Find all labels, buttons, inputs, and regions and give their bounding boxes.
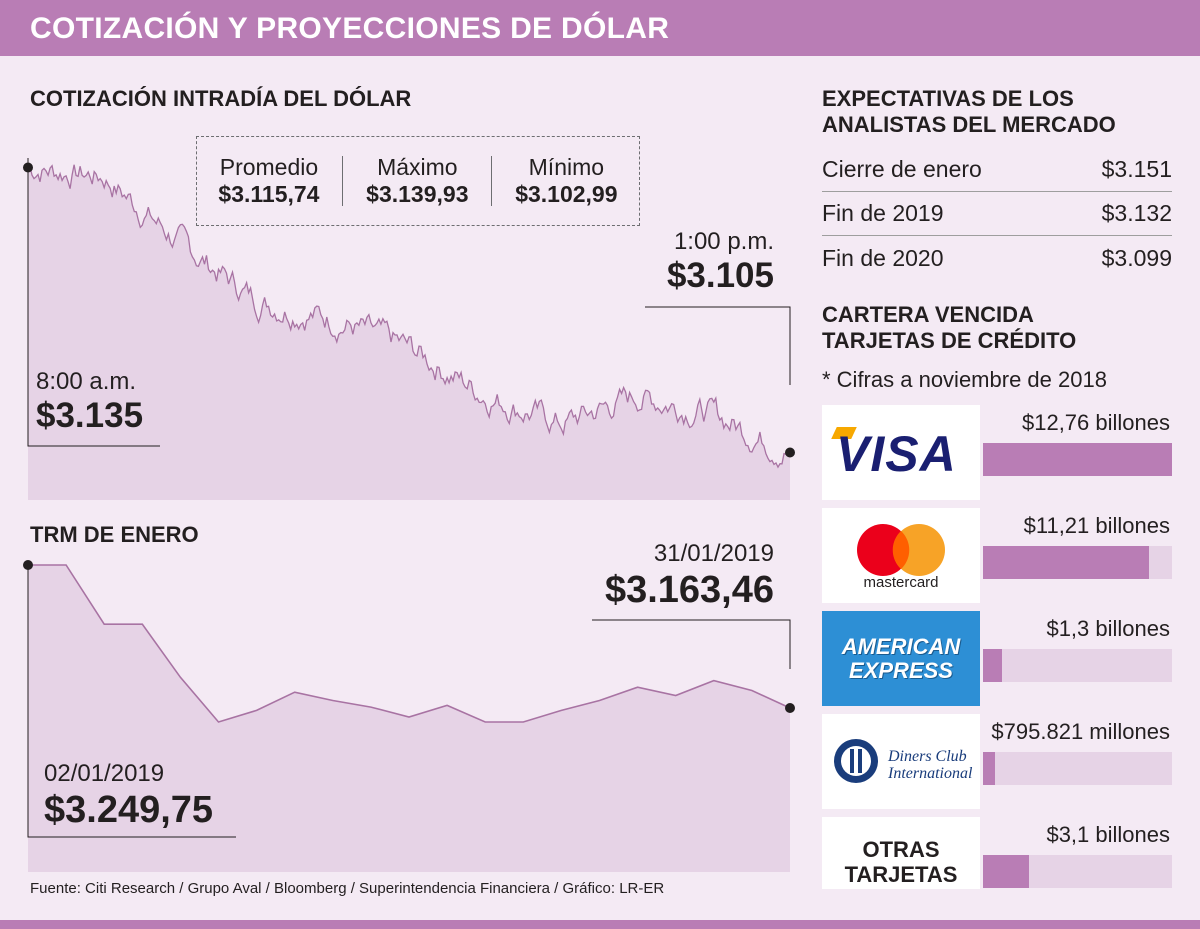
intraday-end-point [785,447,795,458]
bar-otras [983,855,1029,888]
trm-title: TRM DE ENERO [30,522,199,547]
amex-line2: EXPRESS [849,658,953,683]
stat-label: Mínimo [528,154,605,180]
stat-divider [491,156,493,206]
cartera-title-line1: CARTERA VENCIDA [822,302,1034,327]
mastercard-logo: mastercard [863,574,939,591]
stat-value: $3.139,93 [366,181,469,207]
row-label: Fin de 2019 [822,200,944,226]
header-banner: COTIZACIÓN Y PROYECCIONES DE DÓLAR [0,0,1200,56]
row-value: $3.099 [1101,244,1172,271]
end-value: $3.105 [666,256,774,295]
trm-line [28,564,791,723]
trm-chart [23,560,795,872]
bar-label: $12,76 billones [1021,410,1170,435]
stat-minimo: Mínimo $3.102,99 [515,154,617,208]
trm-end-date: 31/01/2019 [653,540,774,567]
stat-label: Promedio [219,154,319,180]
expectations-title-line2: ANALISTAS DEL MERCADO [822,112,1116,137]
stat-label: Máximo [377,154,458,180]
visa-logo-box: VISA [822,405,980,500]
row-value: $3.151 [1101,156,1172,182]
start-leader [27,158,160,447]
intraday-area [28,164,790,501]
mastercard-logo-box: mastercard [822,508,980,603]
bar-label: $11,21 billones [1023,513,1170,538]
row-label: Cierre de enero [822,156,982,182]
otras-line1: OTRAS [862,837,940,862]
bar-amex [983,649,1003,682]
amex-logo-box: AMERICAN EXPRESS [822,611,980,706]
trm-end-annotation: 31/01/2019 $3.163,46 [605,540,774,612]
bar-track [983,855,1172,888]
cartera-title: CARTERA VENCIDA TARJETAS DE CRÉDITO [822,302,1076,354]
end-leader [645,306,791,385]
source-note: Fuente: Citi Research / Grupo Aval / Blo… [30,880,665,897]
bar-visa [983,443,1172,476]
amex-line1: AMERICAN [841,634,961,659]
trm-start-date: 02/01/2019 [44,760,165,787]
page-title: COTIZACIÓN Y PROYECCIONES DE DÓLAR [30,12,670,45]
intraday-line [27,164,791,469]
stat-promedio: Promedio $3.115,74 [218,154,319,208]
visa-logo: VISA [836,426,957,482]
row-label: Fin de 2020 [822,244,944,271]
stat-divider [342,156,344,206]
trm-end-leader [592,619,791,669]
bottom-rule [0,920,1200,929]
end-time: 1:00 p.m. [673,228,774,255]
diners-circle-icon [834,739,878,783]
row-value: $3.132 [1101,200,1172,226]
intraday-title: COTIZACIÓN INTRADÍA DEL DÓLAR [30,86,412,111]
intraday-stats-box: Promedio $3.115,74 Máximo $3.139,93 Míni… [196,136,640,226]
intraday-start-point [23,162,33,173]
mastercard-circles-icon [857,524,945,576]
trm-start-value: $3.249,75 [44,789,214,831]
stat-value: $3.102,99 [515,181,618,207]
trm-start-leader [27,565,236,838]
amex-logo: AMERICAN EXPRESS [822,611,980,706]
trm-end-value: $3.163,46 [604,569,774,611]
otras-label: OTRAS TARJETAS [822,837,980,887]
trm-end-point [785,702,795,713]
bar-track [983,649,1172,682]
diners-line2: International [888,765,973,782]
trm-start-point [23,560,33,570]
trm-area [28,565,790,872]
diners-logo: Diners Club International [888,748,972,782]
intraday-chart [23,158,795,501]
bar-track [983,546,1172,579]
bar-label: $3,1 billones [1046,822,1170,847]
diners-logo-box: Diners Club International [822,714,980,809]
bar-diners [983,752,995,785]
bar-label: $795.821 millones [991,719,1170,744]
cartera-note: * Cifras a noviembre de 2018 [822,367,1107,392]
table-row: Fin de 2019 $3.132 [822,192,1172,236]
bar-label: $1,3 billones [1046,616,1170,641]
bar-track [983,752,1172,785]
otras-line2: TARJETAS [844,862,958,887]
bar-track [983,443,1172,476]
expectations-title: EXPECTATIVAS DE LOS ANALISTAS DEL MERCAD… [822,86,1116,138]
start-value: $3.135 [36,396,144,435]
bar-mastercard [983,546,1150,579]
intraday-end-annotation: 1:00 p.m. $3.105 [667,228,774,296]
diners-line1: Diners Club [888,748,967,765]
trm-start-annotation: 02/01/2019 $3.249,75 [44,760,213,832]
expectations-table: Cierre de enero $3.151 Fin de 2019 $3.13… [822,148,1172,280]
stat-value: $3.115,74 [218,181,320,207]
start-time: 8:00 a.m. [36,368,137,395]
table-row: Cierre de enero $3.151 [822,148,1172,192]
stat-maximo: Máximo $3.139,93 [366,154,468,208]
cartera-title-line2: TARJETAS DE CRÉDITO [822,328,1077,353]
otras-box: OTRAS TARJETAS [822,817,980,889]
expectations-title-line1: EXPECTATIVAS DE LOS [822,86,1074,111]
table-row: Fin de 2020 $3.099 [822,236,1172,280]
intraday-start-annotation: 8:00 a.m. $3.135 [36,368,143,436]
